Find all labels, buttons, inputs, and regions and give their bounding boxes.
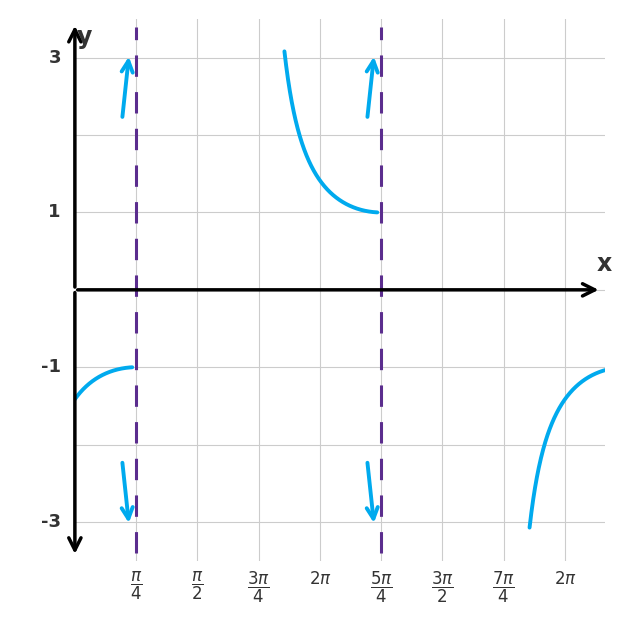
Text: 1: 1 bbox=[48, 203, 61, 222]
Text: $\dfrac{5\pi}{4}$: $\dfrac{5\pi}{4}$ bbox=[370, 570, 392, 605]
Text: $\dfrac{3\pi}{2}$: $\dfrac{3\pi}{2}$ bbox=[431, 570, 454, 605]
Text: $2\pi$: $2\pi$ bbox=[308, 570, 331, 588]
Text: $2\pi$: $2\pi$ bbox=[553, 570, 577, 588]
Text: $\dfrac{\pi}{4}$: $\dfrac{\pi}{4}$ bbox=[130, 570, 142, 602]
Text: $\dfrac{3\pi}{4}$: $\dfrac{3\pi}{4}$ bbox=[247, 570, 270, 605]
Text: 3: 3 bbox=[48, 49, 61, 67]
Text: -3: -3 bbox=[41, 513, 61, 531]
Text: y: y bbox=[77, 25, 92, 49]
Text: -1: -1 bbox=[41, 358, 61, 376]
Text: x: x bbox=[597, 252, 612, 276]
Text: $\dfrac{7\pi}{4}$: $\dfrac{7\pi}{4}$ bbox=[492, 570, 515, 605]
Text: $\dfrac{\pi}{2}$: $\dfrac{\pi}{2}$ bbox=[191, 570, 203, 602]
